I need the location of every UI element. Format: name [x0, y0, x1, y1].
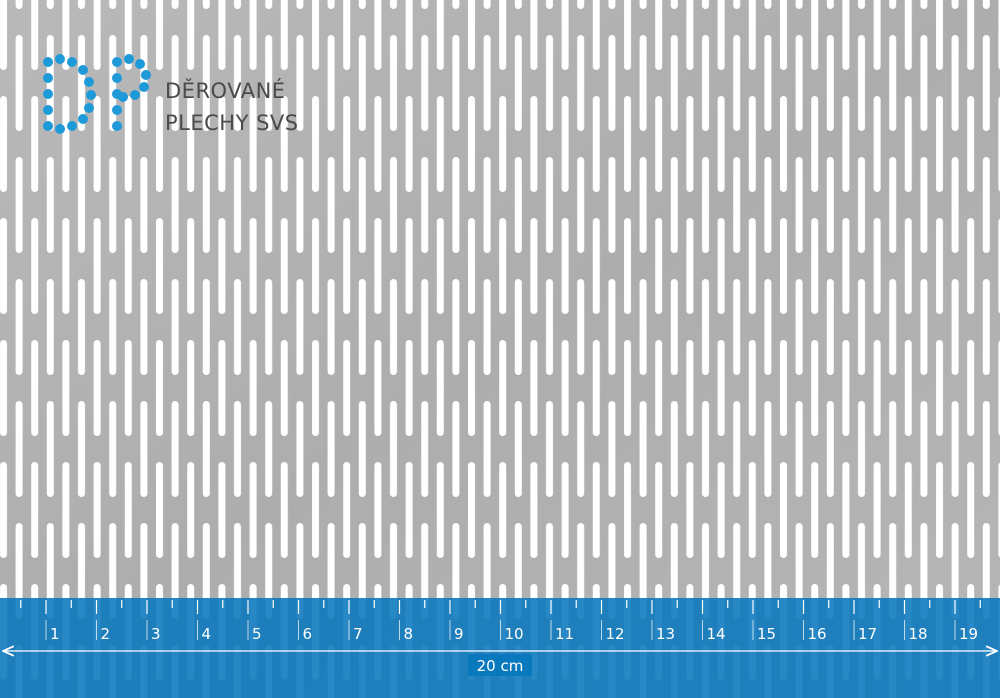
ruler-label: 4	[202, 625, 212, 643]
logo-dot	[67, 121, 77, 131]
logo-text: DĚROVANÉ	[165, 78, 286, 103]
logo-dot	[43, 57, 53, 67]
ruler-label: 5	[252, 625, 262, 643]
logo-dot	[112, 121, 122, 131]
ruler-label: 1	[50, 625, 60, 643]
logo-dot	[78, 65, 88, 75]
label-bg	[468, 654, 532, 676]
logo-dot	[55, 54, 65, 64]
logo-dot	[86, 90, 96, 100]
logo-dot	[43, 73, 53, 83]
logo-dot	[112, 89, 122, 99]
ruler-label: 13	[656, 625, 675, 643]
logo-text: PLECHY SVS	[165, 111, 299, 135]
ruler-label: 6	[303, 625, 313, 643]
ruler-label: 12	[606, 625, 625, 643]
logo-dot	[55, 124, 65, 134]
ruler-label: 2	[101, 625, 111, 643]
logo-dot	[78, 114, 88, 124]
logo-dot	[124, 54, 134, 64]
ruler-label: 14	[707, 625, 726, 643]
logo-dot	[43, 89, 53, 99]
logo-dot	[67, 57, 77, 67]
logo-dot	[139, 82, 149, 92]
ruler-label: 11	[555, 625, 574, 643]
logo-dot	[130, 90, 140, 100]
logo-dot	[43, 121, 53, 131]
ruler-label: 18	[909, 625, 928, 643]
length-label: 20 cm	[477, 657, 524, 675]
logo-dot	[84, 77, 94, 87]
ruler-label: 16	[808, 625, 827, 643]
logo-dot	[112, 57, 122, 67]
logo-dot	[135, 59, 145, 69]
logo-dot	[112, 73, 122, 83]
ruler-label: 19	[959, 625, 978, 643]
logo-mark	[43, 54, 151, 134]
ruler-label: 7	[353, 625, 363, 643]
ruler-label: 3	[151, 625, 161, 643]
ruler: 1 2 3 4 5 6 7 8 9 10 11 12 13 14 15 16 17 18 19	[20, 600, 981, 643]
logo-dot	[84, 103, 94, 113]
logo-dot	[43, 105, 53, 115]
ruler-label: 15	[757, 625, 776, 643]
ruler-label: 9	[454, 625, 464, 643]
ruler-label: 17	[858, 625, 877, 643]
ruler-label: 8	[404, 625, 414, 643]
logo-dot	[112, 105, 122, 115]
logo-dot	[141, 70, 151, 80]
ruler-label: 10	[505, 625, 524, 643]
